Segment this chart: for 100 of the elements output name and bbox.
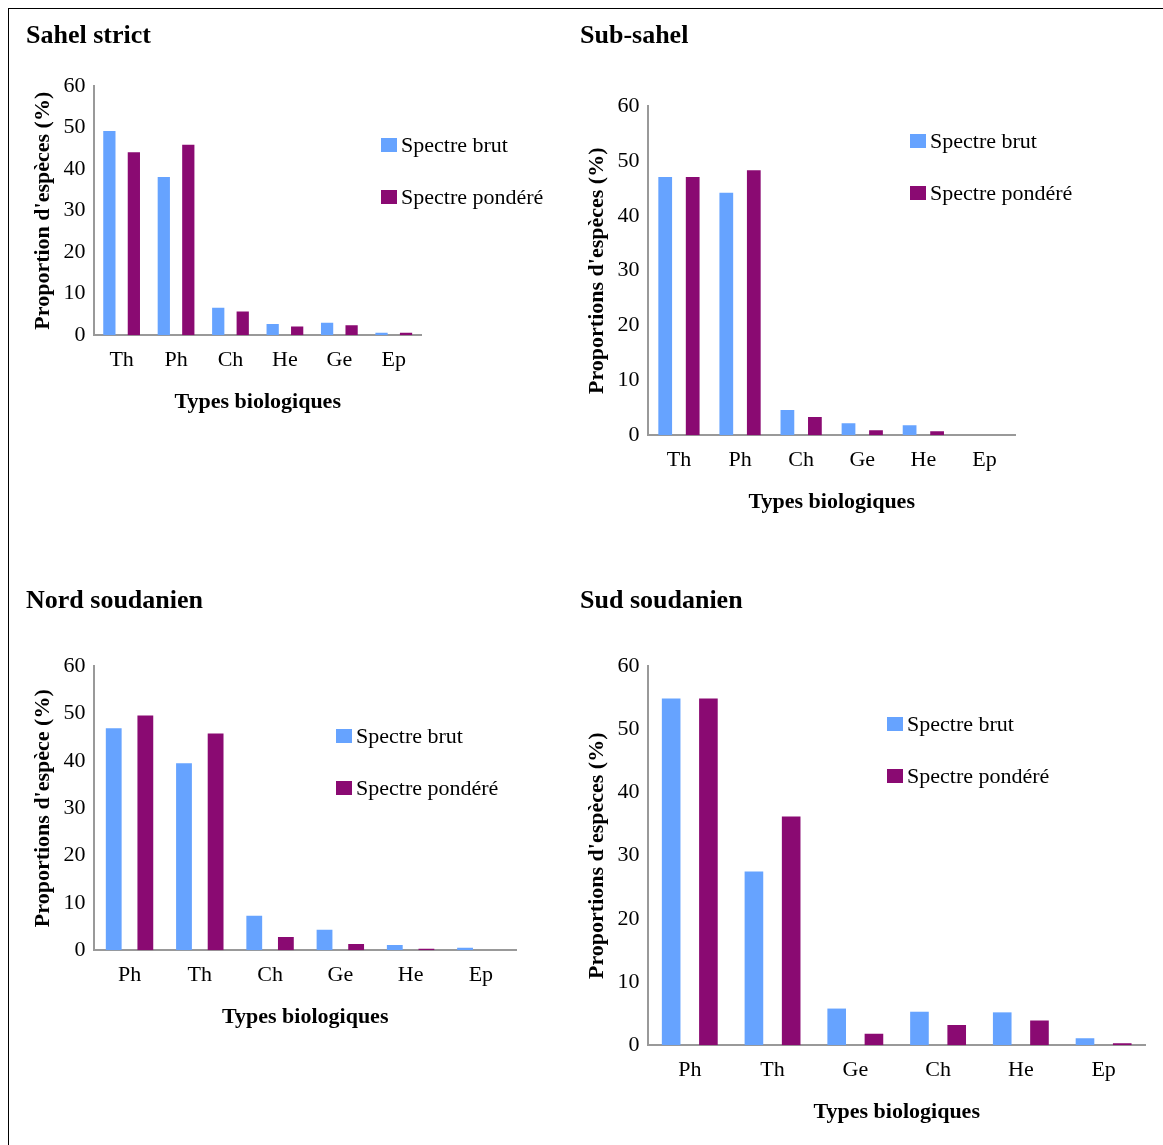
y-axis-title: Proportion d'espèces (%) [28,91,54,330]
x-tick-label: Ge [326,346,353,372]
bar [719,192,734,436]
x-tick-label: He [272,346,298,372]
x-tick-label: Ep [1091,1056,1116,1082]
legend-label: Spectre brut [356,723,463,749]
x-tick-label: Th [666,446,692,472]
y-tick-label: 40 [63,154,86,180]
y-tick-label: 50 [63,699,86,725]
y-tick-label: 30 [63,793,86,819]
x-tick-label: Ch [925,1056,951,1082]
bar [902,425,917,436]
bar [345,325,358,336]
bar [947,1024,967,1046]
bar [869,430,883,436]
x-tick-label: Ge [327,961,354,987]
y-tick-label: 60 [617,91,640,117]
x-tick-label: He [910,446,937,472]
y-tick-label: 30 [63,196,86,222]
bar [930,431,944,436]
y-tick-label: 0 [74,320,86,346]
x-axis-title: Types biologiques [748,488,916,514]
bar [661,698,681,1046]
bar [699,698,718,1046]
bar [658,176,673,436]
bar [127,152,140,336]
x-tick-label: Th [187,961,213,987]
bar [841,423,856,436]
bar [992,1012,1012,1046]
bar [236,311,249,336]
bar [685,176,700,436]
bar [246,915,263,951]
legend-label: Spectre brut [930,128,1037,154]
y-tick-label: 60 [63,71,86,97]
y-tick-label: 50 [617,715,640,741]
bar [746,170,761,436]
bar [781,816,801,1046]
y-tick-label: 20 [617,311,640,337]
bar [910,1011,929,1046]
x-tick-label: Ph [164,346,188,372]
y-axis-title: Proportions d'espèce (%) [28,689,54,928]
chart-title: Sahel strict [26,20,151,50]
bar [780,409,795,436]
x-tick-label: Th [109,346,134,372]
x-tick-label: Ch [217,346,244,372]
y-tick-label: 30 [617,841,640,867]
bar [1075,1038,1095,1046]
x-tick-label: Ph [678,1056,702,1082]
y-tick-label: 10 [63,888,86,914]
bar [1030,1020,1049,1046]
bar [827,1008,847,1046]
bar [207,733,224,951]
bar [808,417,822,436]
legend-label: Spectre pondéré [356,775,499,801]
y-tick-label: 20 [63,841,86,867]
legend-label: Spectre pondéré [907,763,1050,789]
legend-label: Spectre brut [401,132,508,158]
y-tick-label: 20 [617,904,640,930]
x-tick-label: Ch [788,446,814,472]
y-tick-label: 10 [63,279,86,305]
y-tick-label: 0 [628,1030,640,1056]
x-axis-title: Types biologiques [813,1098,981,1124]
legend-label: Spectre pondéré [930,180,1073,206]
y-tick-label: 50 [617,146,640,172]
x-tick-label: Ep [381,346,407,372]
bar [316,929,333,951]
bar [137,715,154,951]
chart-title: Nord soudanien [26,585,203,615]
y-tick-label: 0 [628,420,640,446]
bar [744,871,764,1046]
y-tick-label: 10 [617,967,640,993]
bar [864,1033,884,1046]
y-tick-label: 40 [617,778,640,804]
y-tick-label: 60 [63,651,86,677]
y-tick-label: 30 [617,256,640,282]
x-axis-title: Types biologiques [221,1003,389,1029]
bar [291,326,304,336]
bar [320,322,334,336]
bar [105,728,122,951]
chart-title: Sub-sahel [580,20,689,50]
bar [182,144,195,336]
legend-label: Spectre brut [907,711,1014,737]
x-axis-title: Types biologiques [174,388,342,414]
y-tick-label: 50 [63,113,86,139]
x-tick-label: Ph [117,961,142,987]
bar [348,944,365,951]
y-axis-title: Proportions d'espèces (%) [582,147,608,394]
chart-title: Sud soudanien [580,585,743,615]
bar [277,936,294,951]
x-tick-label: Ge [842,1056,869,1082]
bar [157,177,170,336]
x-tick-label: He [1008,1056,1034,1082]
bar [176,763,192,951]
x-tick-label: He [397,961,424,987]
bar [266,324,279,336]
y-tick-label: 10 [617,366,640,392]
x-tick-label: Ch [257,961,283,987]
y-tick-label: 40 [63,746,86,772]
y-tick-label: 60 [617,651,640,677]
x-tick-label: Th [760,1056,785,1082]
